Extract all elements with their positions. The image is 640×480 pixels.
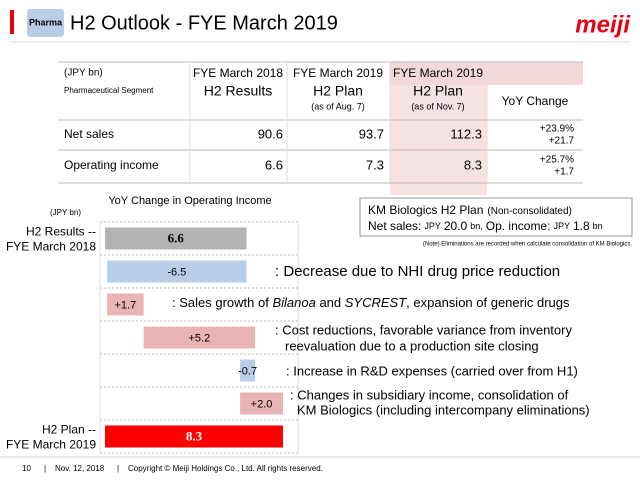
km-part: bn, — [470, 221, 483, 231]
segment: Pharmaceutical Segment — [64, 86, 154, 95]
value-label: 8.3 — [186, 428, 203, 443]
cell: 8.3 — [464, 157, 482, 172]
value-label: +5.2 — [188, 332, 210, 344]
annotation-part: , expansion of generic drugs — [406, 295, 570, 310]
chart-unit: (JPY bn) — [50, 208, 81, 217]
col-note: (as of Nov. 7) — [411, 101, 464, 111]
bar — [105, 425, 283, 448]
category-line: H2 Plan -- — [42, 423, 96, 437]
category-line: FYE March 2019 — [6, 438, 96, 452]
annotation: KM Biologics (including intercompany eli… — [297, 402, 590, 417]
date: Nov. 12, 2018 — [55, 464, 105, 473]
annotation: : Sales growth of Bilanoa and SYCREST, e… — [172, 295, 570, 310]
value-label: 6.6 — [168, 230, 185, 245]
annotation: : Increase in R&D expenses (carried over… — [286, 363, 578, 378]
yoy: +21.7 — [549, 136, 575, 147]
highlight-header — [390, 62, 583, 85]
highlight-column — [390, 85, 487, 195]
cell: 6.6 — [265, 157, 283, 172]
km-part: 20.0 — [444, 219, 468, 233]
cell: 90.6 — [258, 126, 283, 141]
km-line: Net sales: JPY 20.0 bn, Op. income: JPY 1.8 bn — [368, 219, 603, 233]
bar — [107, 260, 247, 283]
annotation-part: : Sales growth of — [172, 295, 272, 310]
bar — [143, 326, 256, 349]
bar — [240, 359, 256, 382]
page-number: 10 — [22, 464, 31, 473]
bar — [105, 227, 247, 250]
unit: (JPY bn) — [64, 68, 103, 79]
km-part: Net sales: — [368, 219, 421, 233]
category-label: H2 Plan --FYE March 2019 — [6, 423, 96, 452]
badge-box — [27, 9, 64, 37]
row-label: Net sales — [64, 127, 114, 141]
km-part: 1.8 — [573, 219, 590, 233]
col-period: FYE March 2018 — [193, 66, 283, 80]
slide-title: H2 Outlook - FYE March 2019 — [70, 12, 338, 34]
value-label: +2.0 — [251, 398, 273, 410]
yoy: +1.7 — [554, 167, 574, 178]
annotation: : Cost reductions, favorable variance fr… — [275, 322, 572, 337]
chart-title: YoY Change in Operating Income — [108, 195, 271, 207]
km-part: Op. income: — [486, 219, 551, 233]
value-label: -0.7 — [238, 365, 257, 377]
value-label: -6.5 — [167, 266, 186, 278]
km-part: JPY — [553, 221, 570, 231]
annotation: reevaluation due to a production site cl… — [285, 338, 539, 353]
accent-bar — [10, 10, 14, 34]
bar — [240, 392, 283, 415]
col-note: (as of Aug. 7) — [311, 101, 365, 111]
col-plan: H2 Plan — [313, 83, 363, 99]
bar — [107, 293, 144, 316]
col-period: FYE March 2019 — [293, 66, 383, 80]
value-label: +1.7 — [115, 299, 137, 311]
separator: | — [44, 464, 46, 473]
cell: 7.3 — [366, 157, 384, 172]
km-subtitle: (Non-consolidated) — [487, 206, 572, 217]
yoy: +25.7% — [540, 155, 574, 166]
cell: 112.3 — [450, 126, 482, 141]
km-title-text: KM Biologics H2 Plan — [368, 203, 483, 217]
annotation: : Decrease due to NHI drug price reducti… — [275, 263, 560, 280]
col-plan: YoY Change — [502, 94, 569, 108]
col-period: FYE March 2019 — [393, 66, 483, 80]
category-line: FYE March 2018 — [6, 240, 96, 254]
km-title: KM Biologics H2 Plan (Non-consolidated) — [368, 203, 572, 217]
yoy: +23.9% — [540, 124, 574, 135]
category-line: H2 Results -- — [26, 225, 96, 239]
annotation: : Changes in subsidiary income, consolid… — [290, 387, 569, 402]
badge: Pharma — [29, 17, 63, 27]
annotation-part: and — [316, 295, 345, 310]
separator: | — [117, 464, 119, 473]
km-part: bn — [593, 221, 603, 231]
cell: 93.7 — [359, 126, 384, 141]
col-plan: H2 Results — [204, 83, 272, 99]
logo: meiji — [575, 11, 631, 38]
annotation-part: SYCREST — [345, 295, 407, 310]
row-label: Operating income — [64, 158, 159, 172]
col-plan: H2 Plan — [413, 83, 463, 99]
annotation-part: Bilanoa — [272, 295, 315, 310]
km-box — [359, 197, 633, 237]
note: (Note) Eliminations are recorded when ca… — [423, 242, 632, 248]
category-label: H2 Results --FYE March 2018 — [6, 225, 96, 254]
copyright: Copyright © Meiji Holdings Co., Ltd. All… — [128, 464, 323, 473]
km-part: JPY — [424, 221, 441, 231]
